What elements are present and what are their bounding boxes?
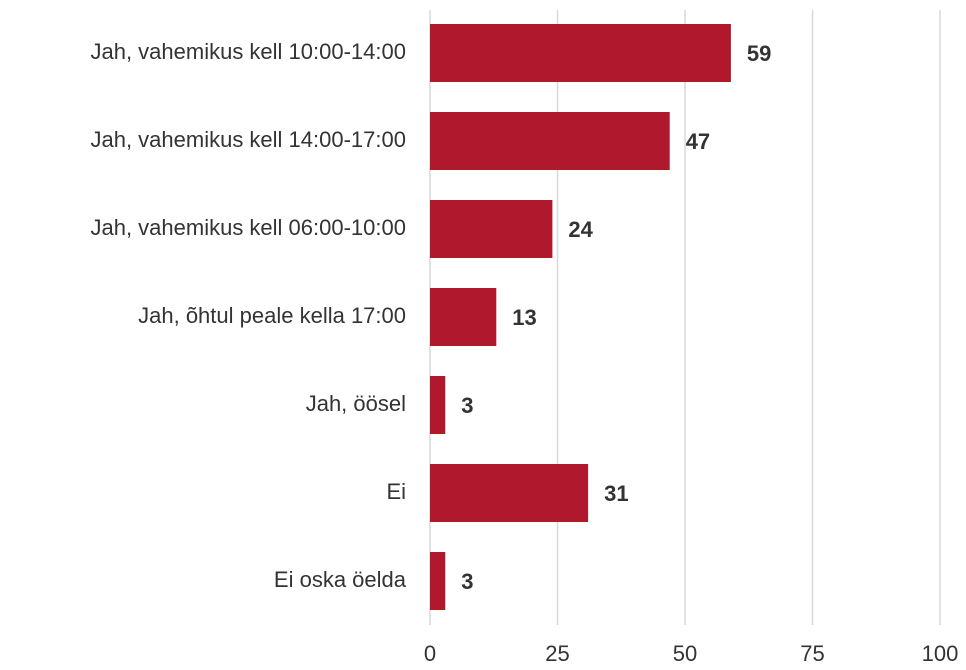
value-label: 3 (461, 569, 473, 594)
value-label: 31 (604, 481, 628, 506)
bar (430, 552, 446, 610)
value-label: 3 (461, 393, 473, 418)
bar (430, 200, 553, 258)
value-label: 59 (747, 41, 771, 66)
y-tick-label: Jah, õhtul peale kella 17:00 (138, 303, 406, 328)
y-tick-label: Jah, vahemikus kell 14:00-17:00 (90, 127, 406, 152)
x-tick-label: 50 (673, 641, 697, 666)
bar (430, 464, 589, 522)
bar (430, 376, 446, 434)
y-tick-label: Ei oska öelda (274, 567, 407, 592)
value-label: 47 (686, 129, 710, 154)
value-label: 13 (512, 305, 536, 330)
bar (430, 112, 670, 170)
x-tick-label: 25 (545, 641, 569, 666)
y-tick-label: Jah, vahemikus kell 06:00-10:00 (90, 215, 406, 240)
y-tick-label: Jah, öösel (306, 391, 406, 416)
x-tick-label: 75 (800, 641, 824, 666)
y-tick-label: Ei (386, 479, 406, 504)
y-tick-label: Jah, vahemikus kell 10:00-14:00 (90, 39, 406, 64)
x-tick-label: 0 (424, 641, 436, 666)
bar (430, 24, 731, 82)
value-label: 24 (568, 217, 593, 242)
x-tick-label: 100 (922, 641, 959, 666)
bar (430, 288, 497, 346)
